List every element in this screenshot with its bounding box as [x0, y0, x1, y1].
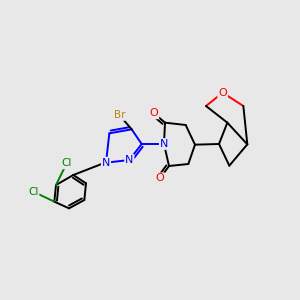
- Text: N: N: [125, 155, 134, 165]
- Text: Cl: Cl: [28, 187, 38, 197]
- Text: N: N: [102, 158, 110, 168]
- Text: O: O: [218, 88, 227, 98]
- Text: O: O: [150, 108, 158, 118]
- Text: Cl: Cl: [61, 158, 72, 168]
- Text: Br: Br: [114, 110, 125, 120]
- Text: N: N: [160, 139, 168, 149]
- Text: O: O: [156, 173, 164, 183]
